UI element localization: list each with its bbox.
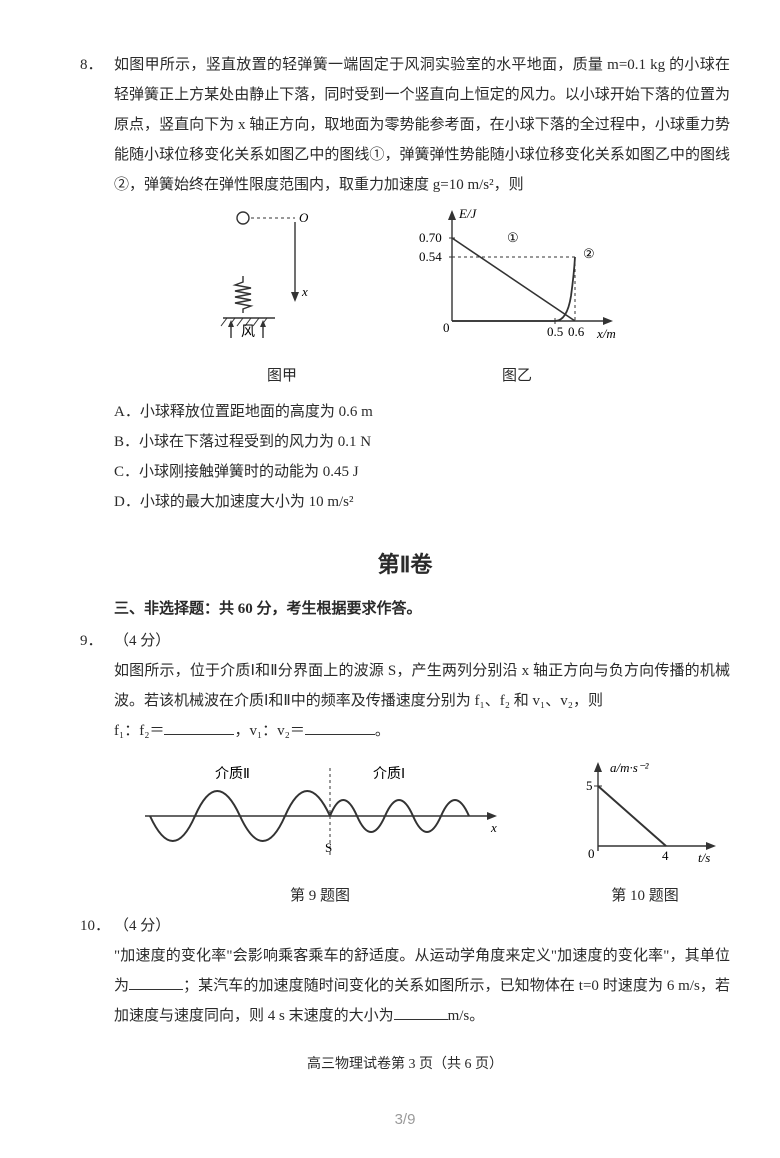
q8-body: 如图甲所示，竖直放置的轻弹簧一端固定于风洞实验室的水平地面，质量 m=0.1 k… (114, 50, 730, 517)
q9-S: S (325, 840, 332, 855)
q8-option-C: C．小球刚接触弹簧时的动能为 0.45 J (114, 457, 730, 487)
q8-number: 8． (80, 50, 114, 80)
yi-y0: 0.70 (419, 230, 442, 245)
yi-mark2: ② (583, 246, 595, 261)
q8-option-B: B．小球在下落过程受到的风力为 0.1 N (114, 427, 730, 457)
q10-ylabel: a/m·s⁻² (610, 760, 650, 775)
q10-xlabel: t/s (698, 850, 710, 865)
figure-jia-svg: O x (217, 206, 347, 346)
q8-option-D: D．小球的最大加速度大小为 10 m/s² (114, 487, 730, 517)
q9-blank1 (164, 719, 234, 735)
yi-y1: 0.54 (419, 249, 442, 264)
q9-q10-figures: x S 介质Ⅱ 介质Ⅰ 第 9 题图 (80, 756, 730, 911)
q9-text1: 如图所示，位于介质Ⅰ和Ⅱ分界面上的波源 S，产生两列分别沿 x 轴正方向与负方向… (114, 663, 730, 709)
section-II-header: 第Ⅱ卷 (80, 547, 730, 579)
page-indicator: 3/9 (80, 1111, 730, 1128)
q9-text2c: 。 (375, 723, 390, 739)
q8-text: 如图甲所示，竖直放置的轻弹簧一端固定于风洞实验室的水平地面，质量 m=0.1 k… (114, 57, 730, 193)
figure-yi: E/J x/m 0 0.70 0.54 0.5 0.6 ① (407, 206, 627, 391)
q9-med1: 介质Ⅰ (373, 766, 405, 782)
yi-ylabel: E/J (458, 206, 478, 221)
exam-page: 8． 如图甲所示，竖直放置的轻弹簧一端固定于风洞实验室的水平地面，质量 m=0.… (0, 0, 780, 1158)
q10-blank2 (394, 1004, 448, 1020)
yi-zero: 0 (443, 320, 450, 335)
origin-label: O (299, 210, 309, 225)
q10-ytick: 5 (586, 778, 593, 793)
q10-xtick: 4 (662, 848, 669, 863)
q9-number: 9． (80, 626, 114, 656)
q9-points: （4 分） (114, 633, 170, 649)
q9-blank2 (305, 719, 375, 735)
q8-option-A: A．小球释放位置距地面的高度为 0.6 m (114, 397, 730, 427)
question-8: 8． 如图甲所示，竖直放置的轻弹簧一端固定于风洞实验室的水平地面，质量 m=0.… (80, 50, 730, 517)
q10-text3: m/s。 (448, 1008, 485, 1024)
yi-x1: 0.5 (547, 324, 563, 339)
figure-q9-svg: x S 介质Ⅱ 介质Ⅰ (135, 756, 505, 866)
q10-zero: 0 (588, 846, 595, 861)
yi-xlabel: x/m (596, 326, 616, 341)
q9-med2: 介质Ⅱ (215, 766, 250, 782)
figure-q9: x S 介质Ⅱ 介质Ⅰ 第 9 题图 (80, 756, 560, 911)
q10-body: "加速度的变化率"会影响乘客乘车的舒适度。从运动学角度来定义"加速度的变化率"，… (114, 941, 730, 1031)
figure-yi-svg: E/J x/m 0 0.70 0.54 0.5 0.6 ① (407, 206, 627, 346)
yi-x2: 0.6 (568, 324, 585, 339)
q9-text2b: ，v₁：v₂＝ (234, 723, 304, 739)
yi-mark1: ① (507, 230, 519, 245)
q10-number: 10． (80, 911, 114, 941)
figure-yi-caption: 图乙 (407, 361, 627, 391)
figure-q10-caption: 第 10 题图 (560, 881, 730, 911)
q8-figures: O x (114, 206, 730, 391)
page-footer: 高三物理试卷第 3 页（共 6 页） (80, 1053, 730, 1073)
x-label: x (301, 284, 308, 299)
q10-blank1 (129, 974, 183, 990)
wind-label: 风 (241, 325, 255, 340)
q10-points: （4 分） (114, 918, 170, 934)
figure-jia: O x (217, 206, 347, 391)
figure-jia-caption: 图甲 (217, 361, 347, 391)
question-9: 9． （4 分） 如图所示，位于介质Ⅰ和Ⅱ分界面上的波源 S，产生两列分别沿 x… (80, 626, 730, 911)
figure-q10-svg: a/m·s⁻² t/s 5 4 0 (570, 756, 720, 866)
non-select-header: 三、非选择题：共 60 分，考生根据要求作答。 (114, 597, 730, 618)
q9-x: x (490, 820, 497, 835)
figure-q10: a/m·s⁻² t/s 5 4 0 第 10 题图 (560, 756, 730, 911)
figure-q9-caption: 第 9 题图 (80, 881, 560, 911)
question-10: 10． （4 分） "加速度的变化率"会影响乘客乘车的舒适度。从运动学角度来定义… (80, 911, 730, 1031)
q9-body: 如图所示，位于介质Ⅰ和Ⅱ分界面上的波源 S，产生两列分别沿 x 轴正方向与负方向… (114, 656, 730, 746)
q9-text2a: f₁：f₂＝ (114, 723, 164, 739)
